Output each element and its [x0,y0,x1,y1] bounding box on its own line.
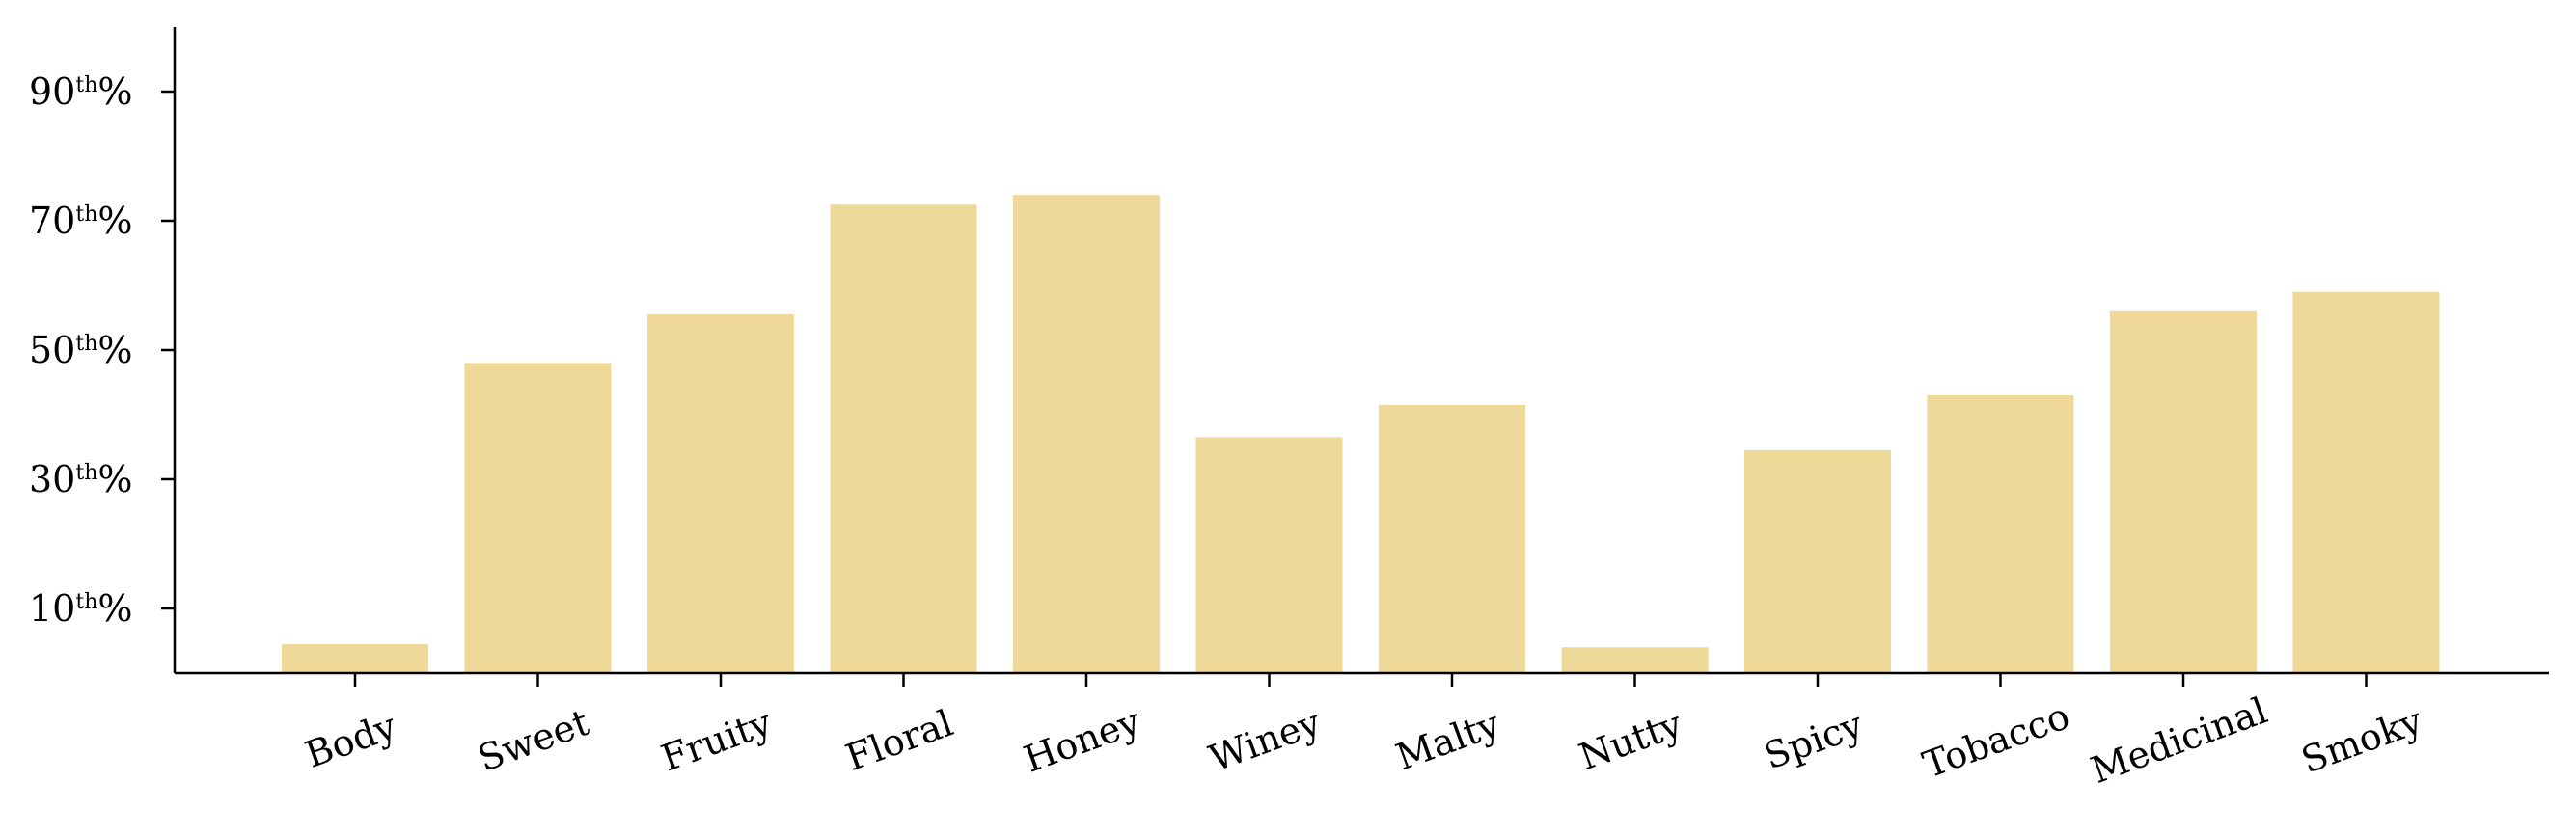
y-tick-percent: % [97,458,132,500]
bar-tobacco [1927,394,2074,673]
y-tick-superscript: th [75,202,97,227]
y-tick-number: 50 [29,329,75,371]
bar-honey [1013,195,1160,673]
y-tick-number: 70 [29,200,75,242]
y-tick-number: 30 [29,458,75,500]
bar-fruity [647,314,794,673]
y-tick-number: 10 [29,587,75,630]
x-tick-label-smoky: Smoky [2296,699,2428,782]
bar-spicy [1744,449,1891,673]
y-tick-percent: % [97,587,132,630]
y-tick-label-30: 30th% [29,458,132,500]
x-tick-label-floral: Floral [840,702,959,779]
x-tick-label-winey: Winey [1204,701,1327,780]
y-tick-superscript: th [75,461,97,485]
bar-malty [1379,404,1525,673]
x-tick-label-tobacco: Tobacco [1917,694,2074,786]
bar-smoky [2292,291,2440,673]
y-tick-label-90: 90th% [29,70,132,113]
y-tick-superscript: th [75,73,97,97]
x-tick-label-nutty: Nutty [1574,702,1688,778]
x-tick-label-sweet: Sweet [473,701,595,780]
x-tick-label-fruity: Fruity [656,701,778,780]
bar-floral [830,204,977,674]
bar-winey [1195,437,1343,673]
bar-sweet [464,363,612,673]
bar-body [282,643,428,673]
x-tick-label-body: Body [300,704,402,776]
y-tick-label-10: 10th% [29,587,132,630]
x-tick-label-medicinal: Medicinal [2085,689,2272,793]
y-tick-percent: % [97,200,132,242]
y-tick-label-70: 70th% [29,200,132,242]
y-tick-number: 90 [29,70,75,113]
x-tick-label-honey: Honey [1019,700,1146,781]
bar-medicinal [2110,310,2257,673]
x-tick-label-malty: Malty [1390,702,1505,778]
bar-nutty [1561,647,1709,673]
y-tick-percent: % [97,329,132,371]
y-tick-percent: % [97,70,132,113]
y-tick-label-50: 50th% [29,329,132,371]
x-tick-label-spicy: Spicy [1759,703,1869,778]
y-tick-superscript: th [75,590,97,614]
bars-group [282,195,2440,674]
y-ticks-group: 10th%30th%50th%70th%90th% [29,70,175,630]
y-tick-superscript: th [75,332,97,356]
x-ticks-group: Body Sweet Fruity Floral Honey Winey Malty Nutt… [300,673,2428,792]
